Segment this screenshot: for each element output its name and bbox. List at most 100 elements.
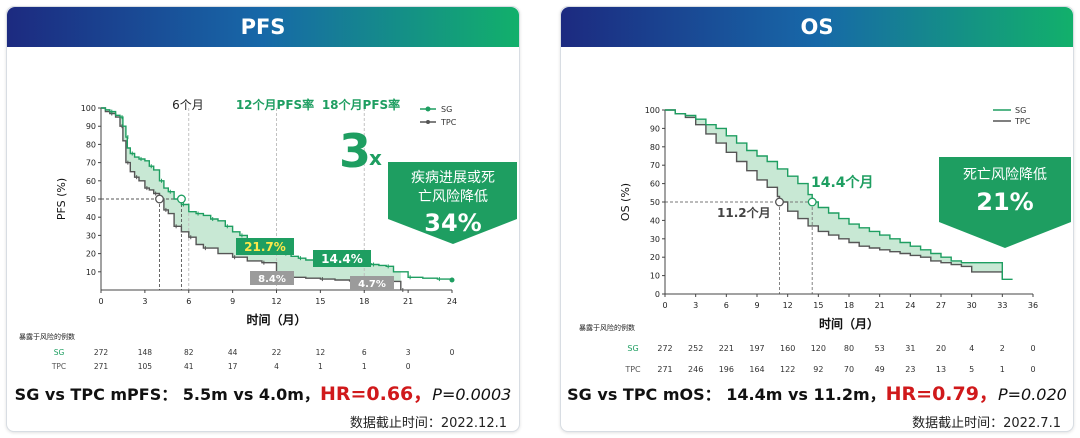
y-tick-label: 0 xyxy=(655,290,660,299)
risk-table-cell: 23 xyxy=(905,365,915,374)
y-tick-label: 20 xyxy=(650,253,660,262)
y-tick-label: 70 xyxy=(650,161,660,170)
legend-tpc-label: TPC xyxy=(440,118,457,127)
risk-table-cell: 1 xyxy=(1000,365,1005,374)
risk-table-cell: 197 xyxy=(749,344,764,353)
x-tick-label: 18 xyxy=(844,301,854,310)
risk-table-cell: 82 xyxy=(184,348,194,357)
pfs-panel: PFS 0 3 6 9 12 15 18 21 24 10 20 30 40 50 60 70 80 90 100 时… xyxy=(6,6,520,432)
y-tick-label: 90 xyxy=(650,124,660,133)
pfs-3x-suffix: x xyxy=(369,146,382,170)
os-risk-callout-line1: 死亡风险降低 xyxy=(963,167,1047,183)
pfs-data-cutoff: 数据截止时间：2022.12.1 xyxy=(349,416,507,431)
legend-tpc-marker xyxy=(426,120,430,124)
risk-table-cell: 0 xyxy=(406,362,411,371)
risk-table-cell: 196 xyxy=(719,365,734,374)
pfs-risk-callout-line2: 亡风险降低 xyxy=(418,189,488,205)
pfs-sg18-badge xyxy=(313,250,371,267)
pfs-6month-label: 6个月 xyxy=(172,98,204,112)
x-tick-label: 12 xyxy=(783,301,793,310)
risk-table-cell: 44 xyxy=(228,348,238,357)
legend-sg-label: SG xyxy=(1015,106,1026,115)
median-sg-marker xyxy=(807,197,817,207)
x-tick-label: 24 xyxy=(905,301,915,310)
risk-table-cell: 17 xyxy=(228,362,238,371)
y-tick-label: 60 xyxy=(650,180,660,189)
pfs-tpc18-badge xyxy=(350,276,394,290)
y-tick-label: 30 xyxy=(650,235,660,244)
y-axis-label: PFS (%) xyxy=(55,178,68,220)
risk-table-cell: 80 xyxy=(844,344,854,353)
y-tick-label: 60 xyxy=(86,177,96,186)
median-sg-marker xyxy=(176,194,186,204)
y-tick-label: 80 xyxy=(86,140,96,149)
os-summary: SG vs TPC mOS： 14.4m vs 11.2m，HR=0.79，P=… xyxy=(561,379,1073,406)
risk-table-cell: 271 xyxy=(94,362,109,371)
os-median-sg-label: 14.4个月 xyxy=(811,174,874,191)
legend-sg-marker xyxy=(425,106,431,112)
pfs-tpc12-badge xyxy=(250,271,294,285)
os-p-label: P xyxy=(997,385,1008,404)
sg-curve-end-dot xyxy=(449,277,455,283)
y-tick-label: 50 xyxy=(86,195,96,204)
os-hazard-ratio: HR=0.79， xyxy=(885,383,998,405)
pfs-risk-row-sg-label: SG xyxy=(54,348,65,357)
risk-table-cell: 272 xyxy=(657,344,672,353)
risk-table-cell: 122 xyxy=(780,365,795,374)
risk-table-cell: 164 xyxy=(749,365,764,374)
x-tick-label: 30 xyxy=(967,301,977,310)
risk-table-cell: 1 xyxy=(362,362,367,371)
risk-table-cell: 2 xyxy=(1000,344,1005,353)
x-tick-label: 33 xyxy=(997,301,1007,310)
pfs-p-label: P xyxy=(432,385,442,404)
x-axis-label: 时间（月） xyxy=(246,312,306,327)
x-tick-label: 27 xyxy=(936,301,946,310)
legend-tpc-label: TPC xyxy=(1014,117,1031,126)
x-tick-label: 0 xyxy=(662,301,667,310)
x-tick-label: 0 xyxy=(98,297,103,306)
tpc-survival-curve xyxy=(665,109,1003,280)
y-tick-label: 90 xyxy=(86,122,96,131)
pfs-chart: 0 3 6 9 12 15 18 21 24102030405060708090100时间（月）… xyxy=(19,97,517,371)
x-tick-label: 6 xyxy=(724,301,729,310)
legend-sg-label: SG xyxy=(441,105,452,114)
pfs-header: PFS xyxy=(7,7,519,47)
os-risk-callout-pct: 21% xyxy=(976,188,1033,216)
risk-table-cell: 4 xyxy=(969,344,974,353)
risk-table-cell: 120 xyxy=(811,344,826,353)
os-risk-table-title: 暴露于风险的例数 xyxy=(579,323,635,332)
risk-table-cell: 22 xyxy=(272,348,282,357)
os-risk-callout-shape xyxy=(939,157,1071,248)
y-tick-label: 40 xyxy=(650,216,660,225)
risk-table-cell: 5 xyxy=(969,365,974,374)
pfs-tpc12-value: 8.4% xyxy=(258,274,286,285)
x-tick-label: 15 xyxy=(813,301,823,310)
median-tpc-marker xyxy=(775,197,784,207)
x-tick-label: 3 xyxy=(142,297,147,306)
pfs-risk-callout-shape xyxy=(388,162,517,244)
y-tick-label: 10 xyxy=(650,272,660,281)
pfs-risk-table-title: 暴露于风险的例数 xyxy=(19,332,75,341)
os-data-cutoff: 数据截止时间：2022.7.1 xyxy=(912,416,1061,431)
risk-table-cell: 1 xyxy=(318,362,323,371)
os-risk-row-sg-label: SG xyxy=(627,344,638,353)
x-tick-label: 9 xyxy=(230,297,235,306)
risk-table-cell: 53 xyxy=(875,344,885,353)
y-tick-label: 100 xyxy=(645,106,660,115)
pfs-sg12-badge xyxy=(236,238,294,255)
risk-table-cell: 221 xyxy=(719,344,734,353)
pfs-summary-text: SG vs TPC mPFS： 5.5m vs 4.0m， xyxy=(14,385,320,404)
pfs-legend: SG TPC xyxy=(420,105,457,127)
pfs-sg12-value: 21.7% xyxy=(244,240,286,254)
risk-table-cell: 246 xyxy=(688,365,703,374)
risk-table-cell: 12 xyxy=(316,348,326,357)
risk-table-cell: 31 xyxy=(905,344,915,353)
pfs-tpc18-value: 4.7% xyxy=(358,279,386,290)
x-tick-label: 9 xyxy=(754,301,759,310)
y-tick-label: 100 xyxy=(81,104,96,113)
y-tick-label: 70 xyxy=(86,159,96,168)
x-tick-label: 6 xyxy=(186,297,191,306)
x-tick-label: 21 xyxy=(875,301,885,310)
pfs-p-value: =0.0003 xyxy=(441,385,512,404)
risk-table-cell: 49 xyxy=(875,365,885,374)
